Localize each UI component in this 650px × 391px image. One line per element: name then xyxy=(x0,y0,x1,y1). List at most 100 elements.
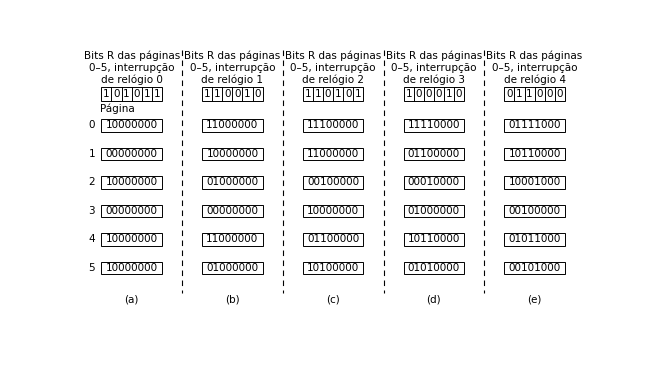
Text: 0: 0 xyxy=(436,89,442,99)
Text: Bits R das páginas
0–5, interrupção
de relógio 1: Bits R das páginas 0–5, interrupção de r… xyxy=(184,50,281,85)
Text: 10000000: 10000000 xyxy=(105,263,158,273)
Text: 01000000: 01000000 xyxy=(206,178,259,187)
Bar xyxy=(504,176,565,188)
Text: 0: 0 xyxy=(325,89,332,99)
Text: 0: 0 xyxy=(506,89,513,99)
Text: 0: 0 xyxy=(426,89,432,99)
Text: 10000000: 10000000 xyxy=(307,206,359,216)
Text: 10110000: 10110000 xyxy=(508,149,561,159)
Text: 1: 1 xyxy=(124,89,130,99)
Text: 00100000: 00100000 xyxy=(307,178,359,187)
Text: 2: 2 xyxy=(88,178,95,187)
Bar xyxy=(404,87,464,101)
Text: (e): (e) xyxy=(527,294,542,305)
Text: 1: 1 xyxy=(446,89,452,99)
Bar xyxy=(202,119,263,132)
Text: 11110000: 11110000 xyxy=(408,120,460,131)
Bar xyxy=(504,87,565,101)
Text: 01111000: 01111000 xyxy=(508,120,561,131)
Text: 0: 0 xyxy=(224,89,231,99)
Bar xyxy=(404,205,464,217)
Bar xyxy=(101,176,162,188)
Text: 00101000: 00101000 xyxy=(508,263,561,273)
Text: 1: 1 xyxy=(204,89,211,99)
Bar xyxy=(303,262,363,274)
Text: Bits R das páginas
0–5, interrupção
de relógio 3: Bits R das páginas 0–5, interrupção de r… xyxy=(385,50,482,85)
Text: 10000000: 10000000 xyxy=(105,235,158,244)
Text: 0: 0 xyxy=(456,89,462,99)
Text: 0: 0 xyxy=(254,89,261,99)
Text: 00010000: 00010000 xyxy=(408,178,460,187)
Text: 11000000: 11000000 xyxy=(307,149,359,159)
Text: 1: 1 xyxy=(88,149,95,159)
Text: 0: 0 xyxy=(88,120,95,131)
Text: 0: 0 xyxy=(234,89,240,99)
Text: 1: 1 xyxy=(355,89,361,99)
Text: 10110000: 10110000 xyxy=(408,235,460,244)
Bar xyxy=(202,148,263,160)
Bar xyxy=(101,119,162,132)
Bar xyxy=(504,119,565,132)
Text: 01000000: 01000000 xyxy=(408,206,460,216)
Bar xyxy=(404,233,464,246)
Text: 1: 1 xyxy=(244,89,251,99)
Text: 10000000: 10000000 xyxy=(105,178,158,187)
Text: 0: 0 xyxy=(536,89,543,99)
Text: 10000000: 10000000 xyxy=(105,120,158,131)
Text: Bits R das páginas
0–5, interrupção
de relógio 2: Bits R das páginas 0–5, interrupção de r… xyxy=(285,50,382,85)
Text: 4: 4 xyxy=(88,235,95,244)
Text: 5: 5 xyxy=(88,263,95,273)
Bar xyxy=(303,148,363,160)
Text: 00000000: 00000000 xyxy=(207,206,259,216)
Bar xyxy=(404,148,464,160)
Bar xyxy=(202,233,263,246)
Text: 0: 0 xyxy=(133,89,140,99)
Text: 01000000: 01000000 xyxy=(206,263,259,273)
Text: Página: Página xyxy=(100,103,135,114)
Text: 1: 1 xyxy=(406,89,412,99)
Text: 1: 1 xyxy=(335,89,341,99)
Text: 11000000: 11000000 xyxy=(206,120,259,131)
Text: 01010000: 01010000 xyxy=(408,263,460,273)
Text: (a): (a) xyxy=(124,294,139,305)
Text: 10100000: 10100000 xyxy=(307,263,359,273)
Bar xyxy=(303,87,363,101)
Bar xyxy=(504,233,565,246)
Bar xyxy=(504,148,565,160)
Bar xyxy=(404,262,464,274)
Text: (b): (b) xyxy=(225,294,240,305)
Bar xyxy=(202,205,263,217)
Text: 1: 1 xyxy=(526,89,533,99)
Text: (d): (d) xyxy=(426,294,441,305)
Text: 00100000: 00100000 xyxy=(508,206,561,216)
Bar xyxy=(202,176,263,188)
Bar xyxy=(202,87,263,101)
Text: 0: 0 xyxy=(547,89,553,99)
Text: 0: 0 xyxy=(345,89,352,99)
Text: Bits R das páginas
0–5, interrupção
de relógio 4: Bits R das páginas 0–5, interrupção de r… xyxy=(486,50,583,85)
Bar xyxy=(303,119,363,132)
Text: 1: 1 xyxy=(103,89,110,99)
Text: 1: 1 xyxy=(153,89,160,99)
Text: Bits R das páginas
0–5, interrupção
de relógio 0: Bits R das páginas 0–5, interrupção de r… xyxy=(83,50,180,85)
Bar xyxy=(101,262,162,274)
Text: 0: 0 xyxy=(556,89,563,99)
Text: 11000000: 11000000 xyxy=(206,235,259,244)
Text: 10001000: 10001000 xyxy=(508,178,561,187)
Text: 10000000: 10000000 xyxy=(206,149,259,159)
Text: 1: 1 xyxy=(315,89,321,99)
Text: 3: 3 xyxy=(88,206,95,216)
Text: 1: 1 xyxy=(305,89,311,99)
Text: 00000000: 00000000 xyxy=(105,206,157,216)
Bar xyxy=(101,87,162,101)
Text: 11100000: 11100000 xyxy=(307,120,359,131)
Text: 01100000: 01100000 xyxy=(307,235,359,244)
Text: 1: 1 xyxy=(516,89,523,99)
Bar xyxy=(101,233,162,246)
Text: (c): (c) xyxy=(326,294,340,305)
Bar xyxy=(303,176,363,188)
Bar xyxy=(504,262,565,274)
Bar xyxy=(101,148,162,160)
Bar xyxy=(404,176,464,188)
Bar xyxy=(303,233,363,246)
